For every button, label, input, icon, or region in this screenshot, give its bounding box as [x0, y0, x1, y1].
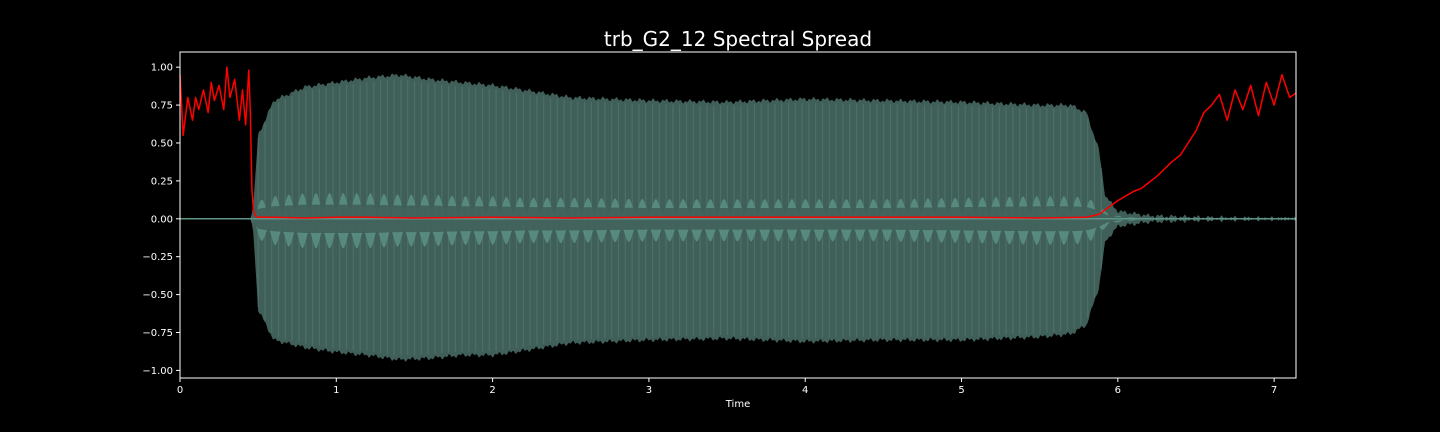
- plot-frame: [179, 51, 1297, 379]
- x-tick-label: 7: [1271, 385, 1277, 396]
- y-tick-label: −0.25: [142, 252, 173, 263]
- y-tick-label: −0.75: [142, 328, 173, 339]
- y-tick-label: −0.50: [142, 290, 173, 301]
- y-axis: 1.00 0.75 0.50 0.25 0.00 −0.25 −0.50 −0.75 −1.00: [142, 63, 180, 377]
- y-tick-label: 0.50: [151, 138, 173, 149]
- y-tick-label: 0.25: [151, 176, 173, 187]
- x-tick-label: 2: [489, 385, 495, 396]
- plot-area: [179, 66, 1297, 362]
- x-tick-label: 0: [177, 385, 183, 396]
- x-tick-label: 4: [802, 385, 808, 396]
- chart-title: trb_G2_12 Spectral Spread: [604, 27, 872, 51]
- y-tick-label: 0.00: [151, 214, 173, 225]
- y-tick-label: −1.00: [142, 366, 173, 377]
- x-tick-label: 1: [333, 385, 339, 396]
- x-axis: 0 1 2 3 4 5 6 7: [177, 378, 1277, 396]
- y-tick-label: 0.75: [151, 101, 173, 112]
- x-axis-label: Time: [725, 399, 750, 410]
- spectral-spread-line: [179, 66, 1297, 219]
- x-tick-label: 5: [958, 385, 964, 396]
- x-tick-label: 3: [646, 385, 652, 396]
- y-tick-label: 1.00: [151, 63, 173, 74]
- x-tick-label: 6: [1115, 385, 1121, 396]
